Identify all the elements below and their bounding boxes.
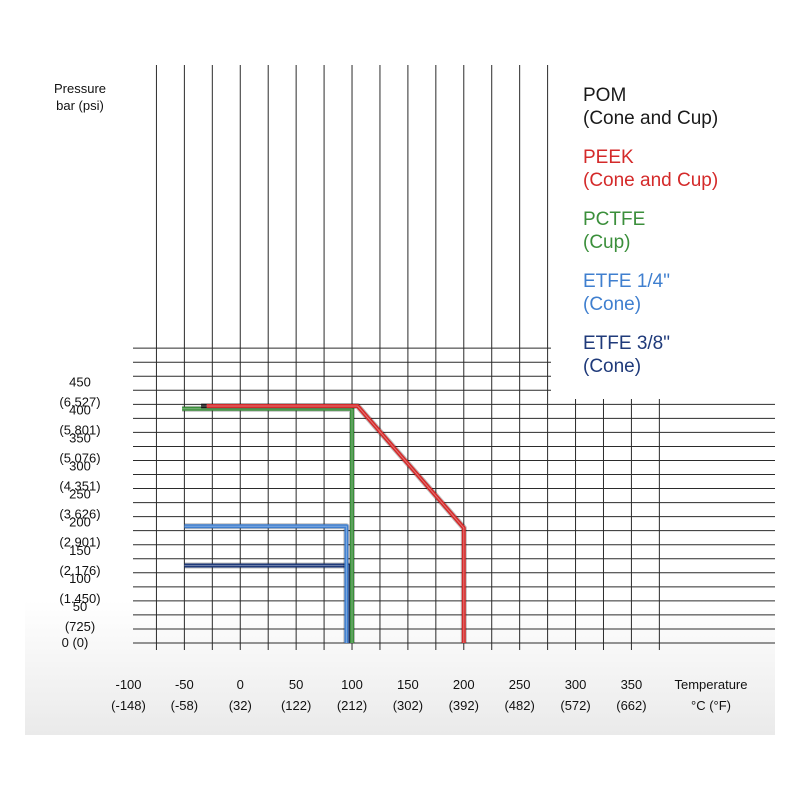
- series-line-highlight-etfe-1-4: [184, 525, 347, 643]
- y-tick-sublabel: (725): [65, 619, 95, 634]
- legend-label: PEEK: [583, 147, 634, 168]
- x-tick-sublabel: (392): [449, 698, 479, 713]
- x-tick-sublabel: (-148): [111, 698, 146, 713]
- x-axis-ticks: -100 (-148) -50 (-58) 0 (32) 50 (122) 100 (212) 15…: [111, 677, 646, 713]
- legend-sublabel: (Cone and Cup): [583, 170, 718, 191]
- y-tick-label: 100: [69, 571, 91, 586]
- y-tick-label: 150: [69, 543, 91, 558]
- y-tick-label: 0 (0): [62, 635, 89, 650]
- x-axis-title-units: °C (°F): [691, 698, 731, 713]
- y-axis-ticks: 0 (0) 50 (725) 100 (1.450) 150 (2.176) 200 (2.90…: [59, 374, 100, 650]
- legend-label: PCTFE: [583, 209, 645, 230]
- x-tick-label: 300: [565, 677, 587, 692]
- y-axis-title: Pressure: [54, 81, 106, 96]
- y-axis-title-units: bar (psi): [56, 98, 104, 113]
- x-tick-sublabel: (-58): [171, 698, 198, 713]
- x-tick-sublabel: (32): [229, 698, 252, 713]
- x-axis-title: Temperature: [675, 677, 748, 692]
- y-tick-label: 400: [69, 402, 91, 417]
- series-line-pctfe: [182, 406, 354, 643]
- legend-sublabel: (Cone and Cup): [583, 108, 718, 129]
- x-tick-label: -100: [115, 677, 141, 692]
- series-line-highlight-peek: [206, 405, 465, 643]
- y-tick-sublabel: (2.176): [59, 563, 100, 578]
- y-tick-sublabel: (5.076): [59, 450, 100, 465]
- x-tick-label: 150: [397, 677, 419, 692]
- y-tick-sublabel: (3.626): [59, 507, 100, 522]
- x-tick-label: 350: [621, 677, 643, 692]
- legend-box: [551, 65, 775, 399]
- legend-label: ETFE 3/8": [583, 333, 670, 354]
- series-line-highlight-pctfe: [182, 408, 353, 643]
- grid: [133, 65, 775, 650]
- x-tick-sublabel: (572): [560, 698, 590, 713]
- x-tick-sublabel: (662): [616, 698, 646, 713]
- x-tick-sublabel: (482): [504, 698, 534, 713]
- series-line-etfe-3-8: [184, 563, 351, 643]
- x-tick-sublabel: (302): [393, 698, 423, 713]
- axis-labels: Pressure bar (psi) Temperature °C (°F): [54, 81, 748, 713]
- legend-sublabel: (Cup): [583, 232, 631, 253]
- x-tick-label: 50: [289, 677, 303, 692]
- y-tick-sublabel: (5.801): [59, 422, 100, 437]
- y-tick-sublabel: (1.450): [59, 591, 100, 606]
- y-tick-sublabel: (2.901): [59, 535, 100, 550]
- legend-label: POM: [583, 85, 626, 106]
- legend-sublabel: (Cone): [583, 294, 641, 315]
- y-tick-sublabel: (6.527): [59, 394, 100, 409]
- series-line-peek: [206, 404, 466, 643]
- y-tick-label: 350: [69, 430, 91, 445]
- series-line-highlight-etfe-3-8: [184, 565, 350, 643]
- y-tick-label: 200: [69, 515, 91, 530]
- y-tick-label: 250: [69, 487, 91, 502]
- y-tick-label: 450: [69, 374, 91, 389]
- x-tick-label: 250: [509, 677, 531, 692]
- legend-label: ETFE 1/4": [583, 271, 670, 292]
- x-tick-sublabel: (122): [281, 698, 311, 713]
- x-tick-sublabel: (212): [337, 698, 367, 713]
- x-tick-label: 0: [237, 677, 244, 692]
- series-line-etfe-1-4: [184, 524, 349, 643]
- x-tick-label: 200: [453, 677, 475, 692]
- legend-sublabel: (Cone): [583, 356, 641, 377]
- x-tick-label: 100: [341, 677, 363, 692]
- y-tick-sublabel: (4.351): [59, 479, 100, 494]
- y-tick-label: 50: [73, 599, 87, 614]
- x-tick-label: -50: [175, 677, 194, 692]
- series-layer: [182, 403, 467, 643]
- y-tick-label: 300: [69, 459, 91, 474]
- legend: POM(Cone and Cup)PEEK(Cone and Cup)PCTFE…: [583, 85, 718, 377]
